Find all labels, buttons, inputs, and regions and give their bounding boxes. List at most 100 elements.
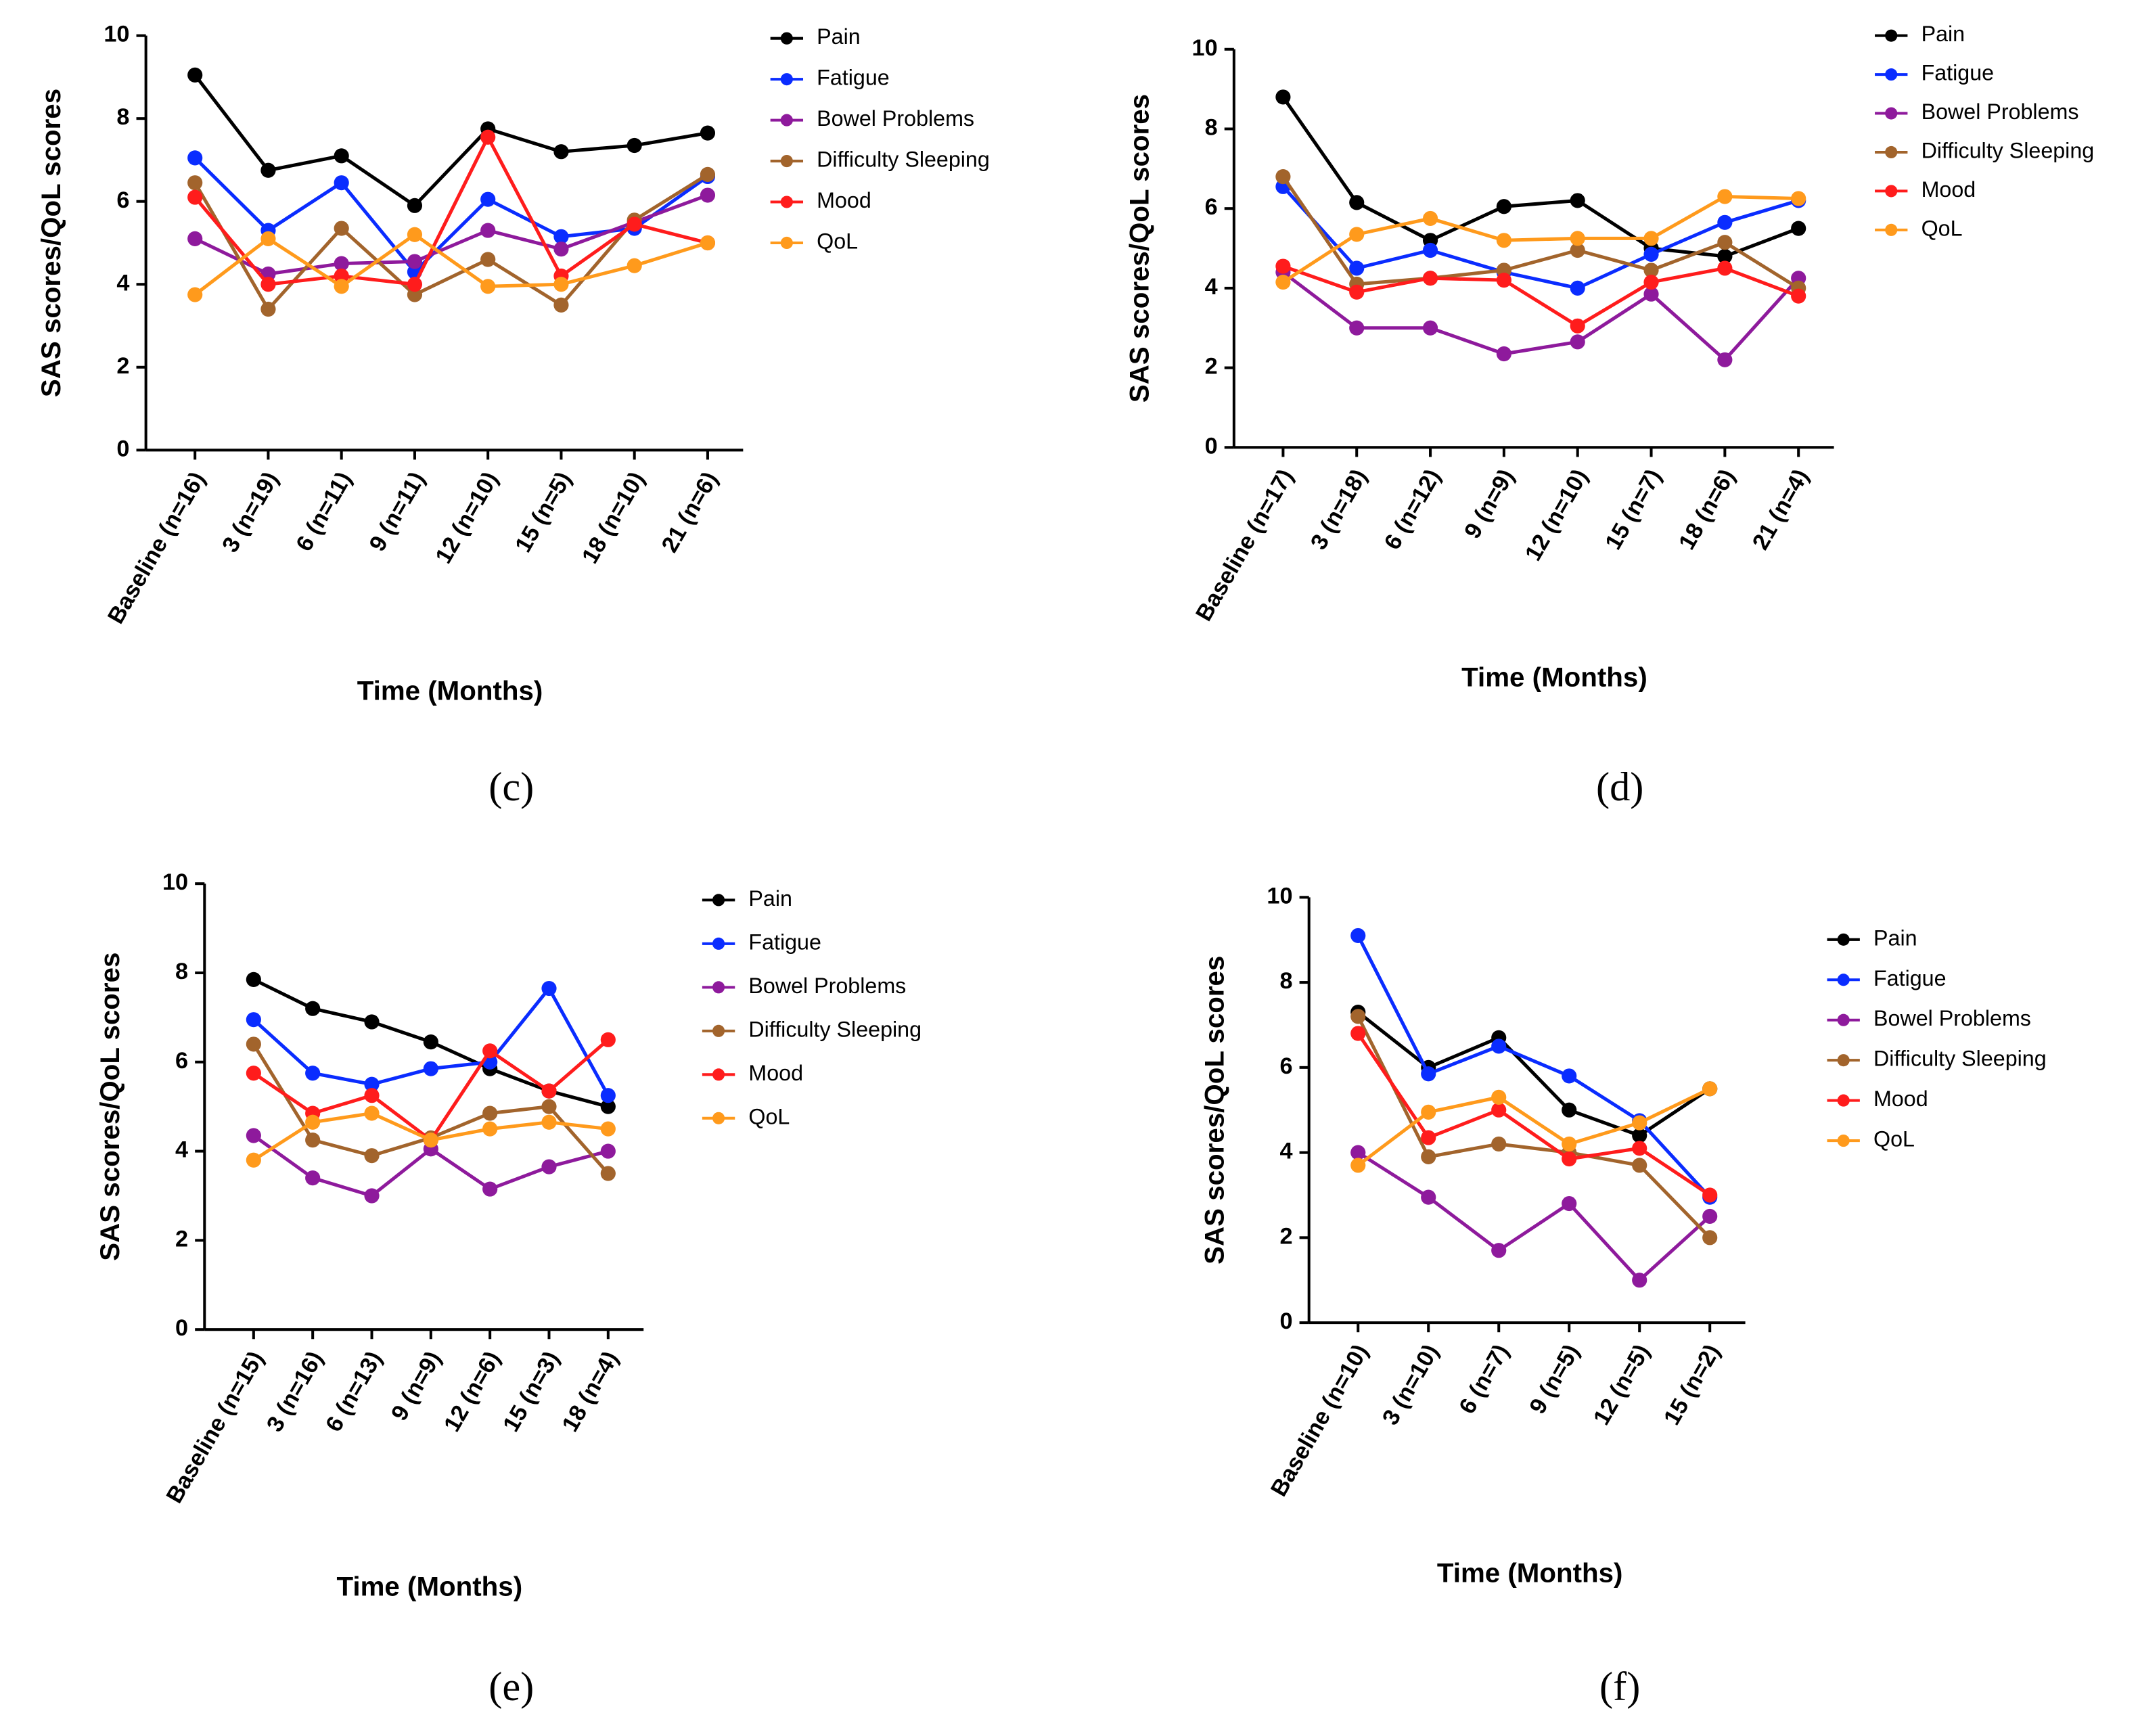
- data-point: [600, 1088, 616, 1103]
- x-tick-label: 6 (n=11): [291, 467, 357, 555]
- data-point: [407, 254, 423, 269]
- legend-marker: [712, 1024, 725, 1037]
- series-line: [1281, 175, 1800, 290]
- data-point: [1422, 320, 1438, 336]
- data-point: [1349, 320, 1365, 336]
- data-point: [1632, 1158, 1647, 1173]
- legend-marker: [1837, 974, 1850, 986]
- panel-label: (e): [488, 1664, 534, 1710]
- legend-label: Pain: [817, 24, 861, 49]
- series-line: [1281, 185, 1799, 290]
- y-tick-label: 8: [175, 959, 188, 984]
- x-tick-label: 21 (n=6): [657, 467, 723, 557]
- data-point: [541, 1159, 557, 1174]
- data-point: [1422, 242, 1438, 258]
- data-point: [1275, 274, 1291, 290]
- data-point: [246, 972, 261, 987]
- data-point: [1632, 1128, 1647, 1143]
- x-tick-label: 9 (n=9): [1459, 465, 1520, 543]
- data-point: [334, 175, 349, 191]
- data-point: [1350, 1009, 1366, 1024]
- x-tick-label: 15 (n=3): [498, 1347, 564, 1436]
- legend-label: Bowel Problems: [748, 974, 906, 998]
- chart-panel: 0 2 4 6 8 10 Baseline (n=17) 3 (n=18) 6 (n=12) 9 …: [1124, 22, 2094, 810]
- series-line: [1281, 95, 1800, 258]
- legend-label: Mood: [1921, 177, 1976, 202]
- data-point: [364, 1105, 380, 1121]
- data-point: [600, 1143, 616, 1159]
- y-tick-label: 2: [116, 353, 129, 379]
- data-point: [260, 231, 276, 246]
- data-point: [1422, 210, 1438, 226]
- x-tick-label: 3 (n=19): [217, 467, 283, 557]
- data-point: [364, 1014, 380, 1030]
- data-point: [1717, 260, 1733, 276]
- data-point: [246, 1036, 261, 1052]
- y-tick-label: 6: [175, 1048, 188, 1074]
- legend-marker: [1837, 1094, 1850, 1107]
- legend-label: Difficulty Sleeping: [748, 1017, 922, 1041]
- data-point: [600, 1032, 616, 1047]
- data-point: [1562, 1136, 1577, 1152]
- data-point: [1562, 1195, 1577, 1212]
- series-line: [194, 74, 708, 208]
- y-tick-label: 8: [1279, 968, 1292, 994]
- data-point: [627, 137, 642, 154]
- data-point: [480, 223, 496, 238]
- data-point: [334, 268, 349, 284]
- legend-label: Fatigue: [817, 66, 890, 90]
- data-point: [1421, 1189, 1436, 1205]
- legend-marker: [712, 1112, 725, 1124]
- legend-label: Difficulty Sleeping: [1921, 138, 2095, 162]
- data-point: [553, 229, 569, 244]
- legend-label: Bowel Problems: [1873, 1006, 2031, 1030]
- y-axis-title: SAS scores/QoL scores: [1199, 956, 1229, 1264]
- y-tick-label: 0: [1205, 433, 1218, 459]
- series-line: [1357, 1011, 1711, 1138]
- data-point: [423, 1133, 438, 1148]
- data-point: [246, 1012, 261, 1028]
- data-point: [1275, 258, 1291, 274]
- data-point: [1491, 1243, 1507, 1258]
- data-point: [1643, 262, 1659, 278]
- data-point: [1643, 274, 1659, 290]
- data-point: [407, 287, 423, 302]
- chart-panel: 0 2 4 6 8 10 Baseline (n=15)3 (n=16)6 (n=13)9 …: [95, 869, 922, 1710]
- legend-label: Difficulty Sleeping: [817, 147, 990, 172]
- y-tick-label: 6: [1279, 1053, 1292, 1079]
- data-point: [1275, 89, 1291, 105]
- y-tick-label: 2: [1279, 1223, 1292, 1249]
- data-point: [1491, 1089, 1507, 1105]
- data-point: [1350, 928, 1366, 944]
- data-point: [1350, 1158, 1366, 1173]
- data-point: [305, 1114, 321, 1130]
- x-tick-label: 3 (n=18): [1306, 465, 1372, 554]
- series-line: [1356, 1015, 1711, 1239]
- data-point: [1632, 1273, 1647, 1288]
- legend-label: Mood: [748, 1061, 803, 1085]
- y-axis-title: SAS scores/QoL scores: [36, 89, 66, 397]
- data-point: [187, 231, 203, 246]
- data-point: [700, 187, 716, 203]
- data-point: [600, 1166, 616, 1181]
- data-point: [600, 1121, 616, 1137]
- data-point: [1717, 189, 1733, 204]
- data-point: [305, 1066, 321, 1081]
- x-tick-label: 9 (n=9): [386, 1347, 447, 1425]
- series-line: [1281, 271, 1800, 363]
- data-point: [1350, 1026, 1366, 1041]
- y-tick-label: 8: [1205, 115, 1218, 141]
- legend-label: Pain: [1873, 926, 1917, 950]
- data-point: [1717, 248, 1733, 264]
- data-point: [407, 198, 423, 213]
- data-point: [1349, 284, 1365, 300]
- data-point: [482, 1043, 498, 1059]
- data-point: [553, 242, 569, 257]
- legend-marker: [1837, 1054, 1850, 1067]
- legend-marker: [1885, 145, 1898, 159]
- legend-label: Fatigue: [1921, 61, 1995, 85]
- data-point: [1632, 1141, 1647, 1156]
- y-tick-label: 0: [116, 436, 129, 461]
- legend-marker: [712, 894, 725, 907]
